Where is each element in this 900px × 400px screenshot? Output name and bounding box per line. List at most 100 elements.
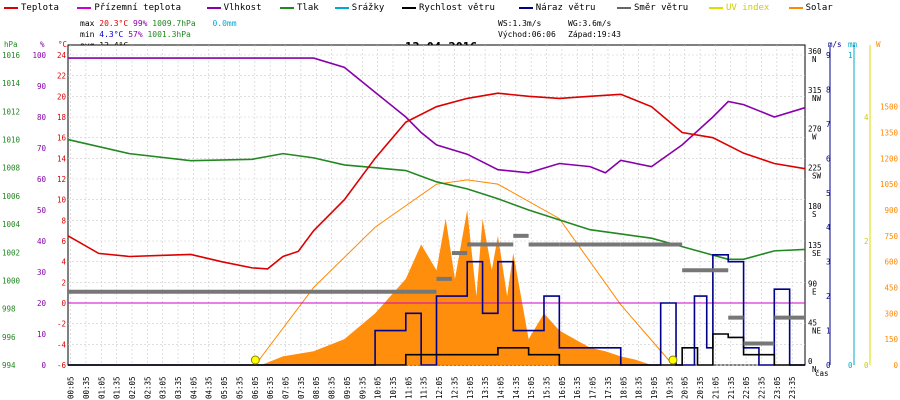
legend-item-3: Tlak [280,3,319,13]
legend-item-5: Rychlost větru [402,3,495,13]
stat-max-label: max [80,19,95,28]
unit-w: W [876,40,881,49]
y-tick-dir: 315 [808,86,822,95]
stat-min-label: min [80,30,95,39]
marker-sunrise [250,355,260,365]
legend-label: Přízemní teplota [94,3,182,13]
x-tick-label: 04:05 [189,376,198,399]
x-tick-label: 03:35 [174,376,183,399]
legend-swatch [788,6,803,9]
stat-min-press: 1001.3hPa [147,30,191,39]
x-tick-label: 21:05 [711,376,720,399]
unit-pct: % [40,40,45,49]
x-tick-label: 11:35 [420,376,429,399]
x-tick-label: 02:35 [143,376,152,399]
y-tick-dir: 45 [808,318,817,327]
y-tick-rain: 1 [848,51,853,60]
y-tick-pressure: 1010 [2,136,21,145]
unit-mm: mm [848,40,858,49]
legend-swatch [709,6,723,9]
y-tick-pressure: 1012 [2,107,20,116]
x-tick-label: 20:05 [681,376,690,399]
y-tick-dir: 135 [808,241,822,250]
series-teplota [67,92,806,270]
y-tick-wind: 1 [826,327,831,336]
y-tick-solar: 600 [884,258,898,267]
y-tick-wind: 0 [826,361,831,370]
x-tick-label: 14:35 [512,376,521,399]
legend-label: Vlhkost [223,3,262,13]
x-tick-label: 19:35 [665,376,674,399]
legend-item-7: Směr větru [617,3,688,13]
x-tick-label: 07:35 [297,376,306,399]
y-tick-humidity: 40 [37,237,47,246]
y-tick-dir-label: E [812,288,817,297]
y-tick-wind: 4 [826,223,831,232]
legend-label: Srážky [351,3,385,13]
unit-degc: °C [58,40,67,49]
y-tick-dir: 225 [808,163,822,172]
y-tick-temp: 20 [57,92,67,101]
x-tick-label: 00:35 [82,376,91,399]
legend-label: Teplota [21,3,59,13]
x-tick-label: 09:35 [358,376,367,399]
x-tick-label: 12:05 [435,376,444,399]
legend-swatch [206,6,221,9]
stat-min-temp: 4.3°C [99,30,124,39]
y-tick-dir-label: NE [812,326,822,335]
stat-sunrise: Východ:06:06 [498,30,556,39]
y-tick-uv: 2 [864,237,869,246]
y-tick-humidity: 80 [37,113,47,122]
y-tick-dir: 180 [808,202,822,211]
x-tick-label: 13:35 [481,376,490,399]
stat-max-press: 1009.7hPa [152,19,196,28]
y-tick-wind: 8 [826,85,831,94]
legend-label: Rychlost větru [419,3,495,13]
x-tick-label: 18:35 [635,376,644,399]
y-tick-solar: 300 [884,309,898,318]
y-tick-humidity: 70 [37,144,47,153]
y-tick-solar: 1200 [880,154,899,163]
stat-max-temp: 20.3°C [99,19,129,28]
stat-min: min 4.3°C 57% 1001.3hPa [80,30,191,39]
x-tick-label: 22:05 [742,376,751,399]
y-tick-solar: 900 [884,206,898,215]
y-tick-pressure: 1006 [2,192,21,201]
legend-item-8: UV index [709,3,769,13]
x-tick-label: 10:05 [374,376,383,399]
y-tick-dir: 360 [808,47,822,56]
y-tick-dir-label: N [812,365,817,374]
y-tick-solar: 150 [884,335,898,344]
x-tick-label: 02:05 [128,376,137,399]
x-tick-label: 23:05 [773,376,782,399]
y-tick-dir-label: SE [812,249,822,258]
y-tick-rain: 0 [848,361,853,370]
y-tick-solar: 1500 [880,103,899,112]
y-tick-temp: 16 [57,134,67,143]
y-tick-temp: -6 [57,361,67,370]
y-tick-temp: 14 [57,154,67,163]
legend-item-0: Teplota [4,3,59,13]
marker-sunset [668,355,678,365]
stat-max: max 20.3°C 99% 1009.7hPa 0.0mm [80,19,237,28]
legend-label: Směr větru [634,3,689,13]
y-tick-temp: 4 [61,258,66,267]
x-tick-label: 11:05 [404,376,413,399]
legend-item-6: Náraz větru [518,3,595,13]
y-tick-uv: 0 [864,361,869,370]
y-tick-humidity: 0 [41,361,46,370]
x-tick-label: 19:05 [650,376,659,399]
y-tick-humidity: 60 [37,175,47,184]
y-tick-dir: 90 [808,280,818,289]
stat-min-hum: 57% [128,30,143,39]
legend-item-2: Vlhkost [206,3,262,13]
legend-swatch [334,6,349,9]
x-tick-label: 00:05 [67,376,76,399]
series-solar-area [261,210,652,365]
x-tick-label: 17:35 [604,376,613,399]
legend-swatch [4,6,18,9]
stat-max-hum: 99% [133,19,148,28]
legend-swatch [617,6,631,9]
series-tlak [67,138,806,261]
